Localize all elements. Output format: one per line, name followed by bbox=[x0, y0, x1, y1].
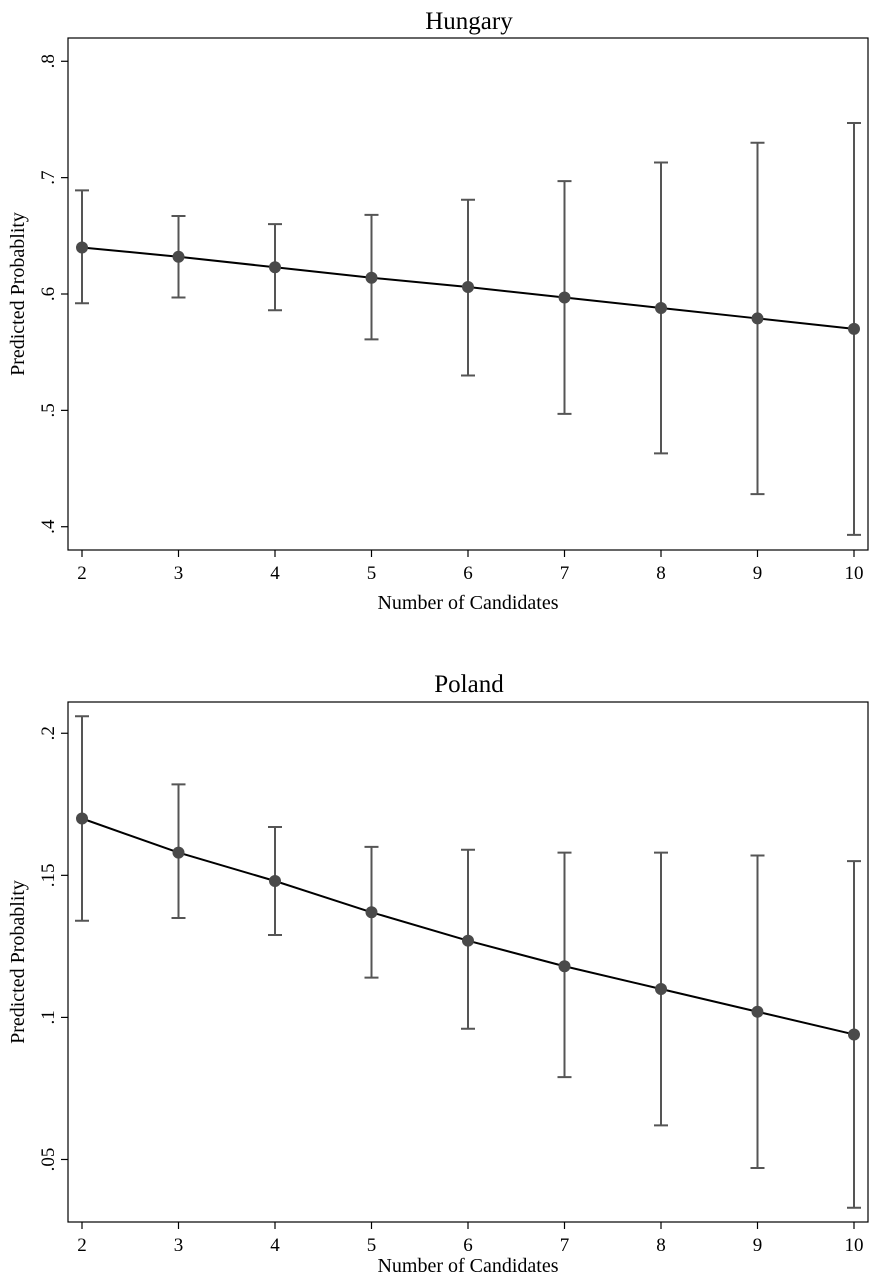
poland-data-point bbox=[655, 982, 667, 995]
hungary-data-point bbox=[848, 322, 860, 335]
hungary-data-point bbox=[751, 312, 764, 325]
poland-y-tick-label: .1 bbox=[38, 1010, 59, 1024]
poland-data-point bbox=[172, 846, 185, 859]
hungary-y-axis-label: Predicted Probablity bbox=[7, 212, 29, 376]
hungary-x-tick-label: 6 bbox=[463, 563, 473, 584]
hungary-x-tick-label: 4 bbox=[270, 563, 280, 584]
poland-x-tick-label: 6 bbox=[463, 1235, 473, 1256]
hungary-x-tick-label: 7 bbox=[560, 563, 570, 584]
poland-x-tick-label: 5 bbox=[367, 1235, 377, 1256]
hungary-data-point bbox=[558, 291, 571, 304]
poland-error-bars bbox=[75, 715, 861, 1209]
hungary-error-bars bbox=[75, 121, 861, 536]
hungary-y-tick-label: .5 bbox=[38, 403, 59, 417]
poland-y-axis-label: Predicted Probablity bbox=[7, 880, 29, 1044]
poland-y-tick-label: .2 bbox=[38, 726, 59, 740]
hungary-ticks: 2 3 4 5 6 7 8 9 10 .4 .5 .6 .7 .8 bbox=[38, 54, 864, 584]
poland-x-axis-label: Number of Candidates bbox=[377, 1255, 558, 1277]
hungary-x-axis-label: Number of Candidates bbox=[377, 592, 558, 614]
poland-data-point bbox=[848, 1028, 860, 1041]
hungary-y-tick-label: .4 bbox=[38, 519, 59, 534]
poland-x-tick-label: 4 bbox=[270, 1235, 280, 1256]
hungary-data-point bbox=[76, 241, 88, 254]
poland-data-point bbox=[365, 906, 378, 919]
hungary-data-point bbox=[269, 261, 281, 274]
poland-title: Poland bbox=[434, 671, 504, 698]
poland-ticks: 2 3 4 5 6 7 8 9 10 .05 .1 .15 .2 bbox=[38, 726, 864, 1256]
hungary-data-point bbox=[365, 271, 378, 284]
hungary-x-tick-label: 3 bbox=[174, 563, 184, 584]
hungary-data-point bbox=[462, 281, 474, 294]
poland-panel: Poland Number of Candidates Predicted Pr… bbox=[7, 671, 869, 1277]
poland-x-tick-label: 7 bbox=[560, 1235, 570, 1256]
hungary-title: Hungary bbox=[425, 8, 513, 35]
poland-data-point bbox=[462, 934, 474, 947]
poland-x-tick-label: 9 bbox=[753, 1235, 763, 1256]
poland-x-tick-label: 10 bbox=[845, 1235, 864, 1256]
hungary-y-tick-label: .7 bbox=[38, 171, 59, 185]
poland-data-point bbox=[269, 875, 281, 888]
hungary-x-tick-label: 2 bbox=[77, 563, 87, 584]
poland-x-tick-label: 2 bbox=[77, 1235, 87, 1256]
hungary-data-point bbox=[172, 250, 185, 263]
hungary-data-point bbox=[655, 301, 667, 314]
poland-data-point bbox=[558, 960, 571, 973]
hungary-y-tick-label: .6 bbox=[38, 287, 59, 301]
poland-y-tick-label: .05 bbox=[38, 1148, 59, 1172]
hungary-x-tick-label: 5 bbox=[367, 563, 377, 584]
poland-x-tick-label: 3 bbox=[174, 1235, 184, 1256]
poland-data-point bbox=[751, 1005, 764, 1018]
hungary-x-tick-label: 10 bbox=[845, 563, 864, 584]
hungary-panel: Hungary Number of Candidates Predicted P… bbox=[7, 8, 869, 614]
poland-x-tick-label: 8 bbox=[656, 1235, 666, 1256]
poland-data-point bbox=[76, 812, 88, 825]
poland-y-tick-label: .15 bbox=[38, 863, 59, 887]
hungary-markers bbox=[76, 241, 860, 335]
hungary-x-tick-label: 9 bbox=[753, 563, 763, 584]
hungary-y-tick-label: .8 bbox=[38, 54, 59, 68]
poland-markers bbox=[76, 812, 860, 1041]
hungary-x-tick-label: 8 bbox=[656, 563, 666, 584]
